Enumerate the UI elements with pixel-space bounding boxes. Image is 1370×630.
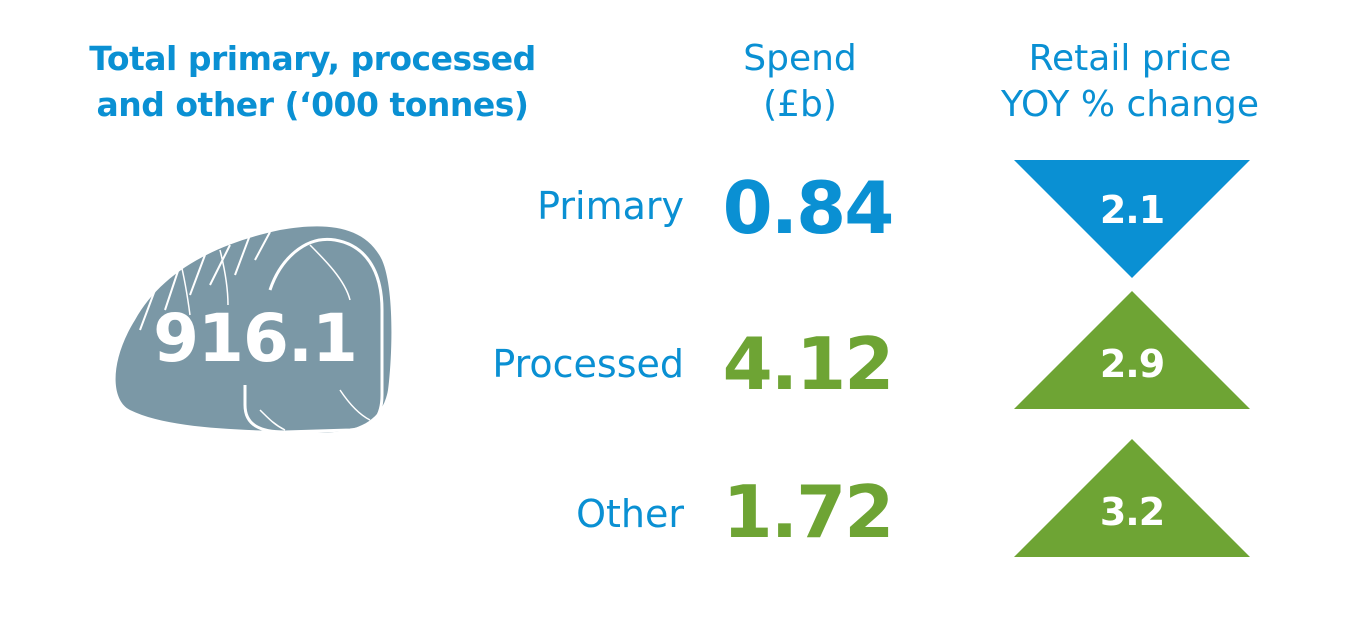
row-label-other: Other: [576, 492, 684, 536]
meat-joint-icon: [115, 226, 392, 434]
spend-column-header: Spend (£b): [700, 36, 900, 128]
row-label-processed: Processed: [492, 342, 684, 386]
price-change-processed: 2.9: [1099, 342, 1165, 386]
spend-value-other: 1.72: [722, 470, 895, 554]
total-tonnes-title: Total primary, processed and other (‘000…: [40, 36, 585, 128]
row-label-primary: Primary: [537, 184, 684, 228]
retail-price-column-header: Retail price YOY % change: [970, 36, 1290, 128]
total-tonnes-title-line1: Total primary, processed: [89, 39, 536, 78]
spend-header-line1: Spend: [743, 38, 857, 79]
price-up-triangle-icon: [1014, 439, 1250, 557]
price-down-triangle-icon: [1014, 160, 1250, 278]
price-header-line2: YOY % change: [1001, 84, 1259, 125]
spend-header-line2: (£b): [763, 84, 837, 125]
price-change-primary: 2.1: [1099, 188, 1165, 232]
total-tonnes-value: 916.1: [153, 300, 358, 377]
total-tonnes-title-line2: and other (‘000 tonnes): [96, 85, 530, 124]
price-change-other: 3.2: [1099, 490, 1165, 534]
spend-value-primary: 0.84: [722, 166, 895, 250]
spend-value-processed: 4.12: [722, 322, 895, 406]
price-up-triangle-icon: [1014, 291, 1250, 409]
price-header-line1: Retail price: [1028, 38, 1232, 79]
